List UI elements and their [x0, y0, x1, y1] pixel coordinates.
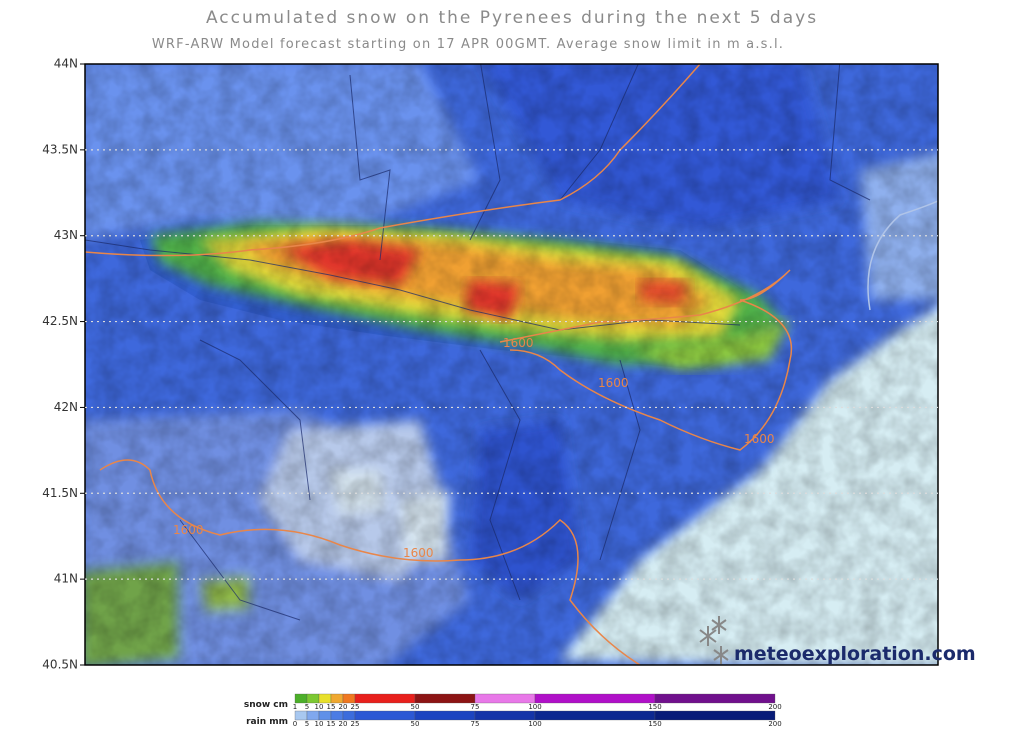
rain-legend-swatch: [318, 710, 332, 721]
coastline: [867, 200, 938, 311]
snow-legend-swatch: [654, 693, 776, 704]
rain-legend-tick: 0: [293, 720, 297, 728]
rain-legend-swatch: [534, 710, 656, 721]
rain-legend-swatch: [330, 710, 344, 721]
logo: [699, 616, 729, 664]
rain-legend-swatch: [474, 710, 536, 721]
rain-legend-tick: 75: [471, 720, 480, 728]
latitude-label: 43N: [54, 228, 78, 242]
snow-legend-swatch: [342, 693, 356, 704]
rain-legend-tick: 200: [768, 720, 781, 728]
snow-limit-contours: [85, 64, 793, 665]
rain-legend-label: rain mm: [246, 717, 288, 727]
brand: meteoexploration.com: [734, 643, 976, 665]
snow-legend-swatch: [354, 693, 416, 704]
rain-legend-swatch: [354, 710, 416, 721]
latitude-label: 40.5N: [42, 658, 78, 672]
snow-legend-swatch: [330, 693, 344, 704]
latitude-label: 43.5N: [42, 142, 78, 156]
snow-legend-label: snow cm: [244, 700, 288, 710]
snow-legend-tick: 75: [471, 703, 480, 711]
snow-band: [85, 64, 938, 665]
snow-legend-tick: 150: [648, 703, 661, 711]
snow-legend-tick: 200: [768, 703, 781, 711]
rain-legend-swatch: [342, 710, 356, 721]
latitude-label: 44N: [54, 57, 78, 71]
rain-legend-tick: 50: [411, 720, 420, 728]
contour-label: 1600: [403, 546, 434, 560]
snow-legend-tick: 50: [411, 703, 420, 711]
latitude-label: 42N: [54, 400, 78, 414]
snow-legend-swatch: [414, 693, 476, 704]
contour-labels: 1600 1600 1600 1600 1600: [173, 336, 775, 560]
borders: [85, 64, 871, 621]
latitude-label: 42.5N: [42, 314, 78, 328]
latitude-axis: 44N 43.5N 43N 42.5N 42N 41.5N 41N 40.5N: [42, 57, 938, 672]
rain-legend-tick: 25: [351, 720, 360, 728]
rain-legend-swatch: [414, 710, 476, 721]
rain-legend-tick: 20: [339, 720, 348, 728]
rain-legend-tick: 100: [528, 720, 541, 728]
snow-legend-swatch: [318, 693, 332, 704]
snow-legend-tick: 20: [339, 703, 348, 711]
snow-legend-tick: 25: [351, 703, 360, 711]
rain-legend-tick: 5: [305, 720, 309, 728]
rain-legend-tick: 15: [327, 720, 336, 728]
snow-legend-tick: 10: [315, 703, 324, 711]
snow-legend-swatch: [294, 693, 308, 704]
latitude-label: 41N: [54, 572, 78, 586]
rain-legend-tick: 10: [315, 720, 324, 728]
rain-legend-tick: 150: [648, 720, 661, 728]
contour-label: 1600: [744, 432, 775, 446]
snow-legend-swatch: [534, 693, 656, 704]
snow-legend-swatch: [474, 693, 536, 704]
snow-legend-tick: 15: [327, 703, 336, 711]
snow-legend-tick: 5: [305, 703, 309, 711]
latitude-label: 41.5N: [42, 486, 78, 500]
snow-legend-tick: 100: [528, 703, 541, 711]
subtitle: WRF-ARW Model forecast starting on 17 AP…: [152, 37, 784, 52]
rain-legend-swatch: [306, 710, 320, 721]
rain-legend-swatch: [294, 710, 308, 721]
snow-legend-tick: 1: [293, 703, 297, 711]
contour-label: 1600: [173, 523, 204, 537]
map-frame: [84, 63, 939, 666]
map: [85, 64, 938, 665]
legend: snow cm rain mm 1 5 10 15 20 25 50 75 100 150 2000…: [244, 693, 782, 728]
rain-legend-swatch: [654, 710, 776, 721]
contour-label: 1600: [598, 376, 629, 390]
contour-label: 1600: [503, 336, 534, 350]
title: Accumulated snow on the Pyrenees during …: [206, 8, 818, 28]
snow-legend-swatch: [306, 693, 320, 704]
